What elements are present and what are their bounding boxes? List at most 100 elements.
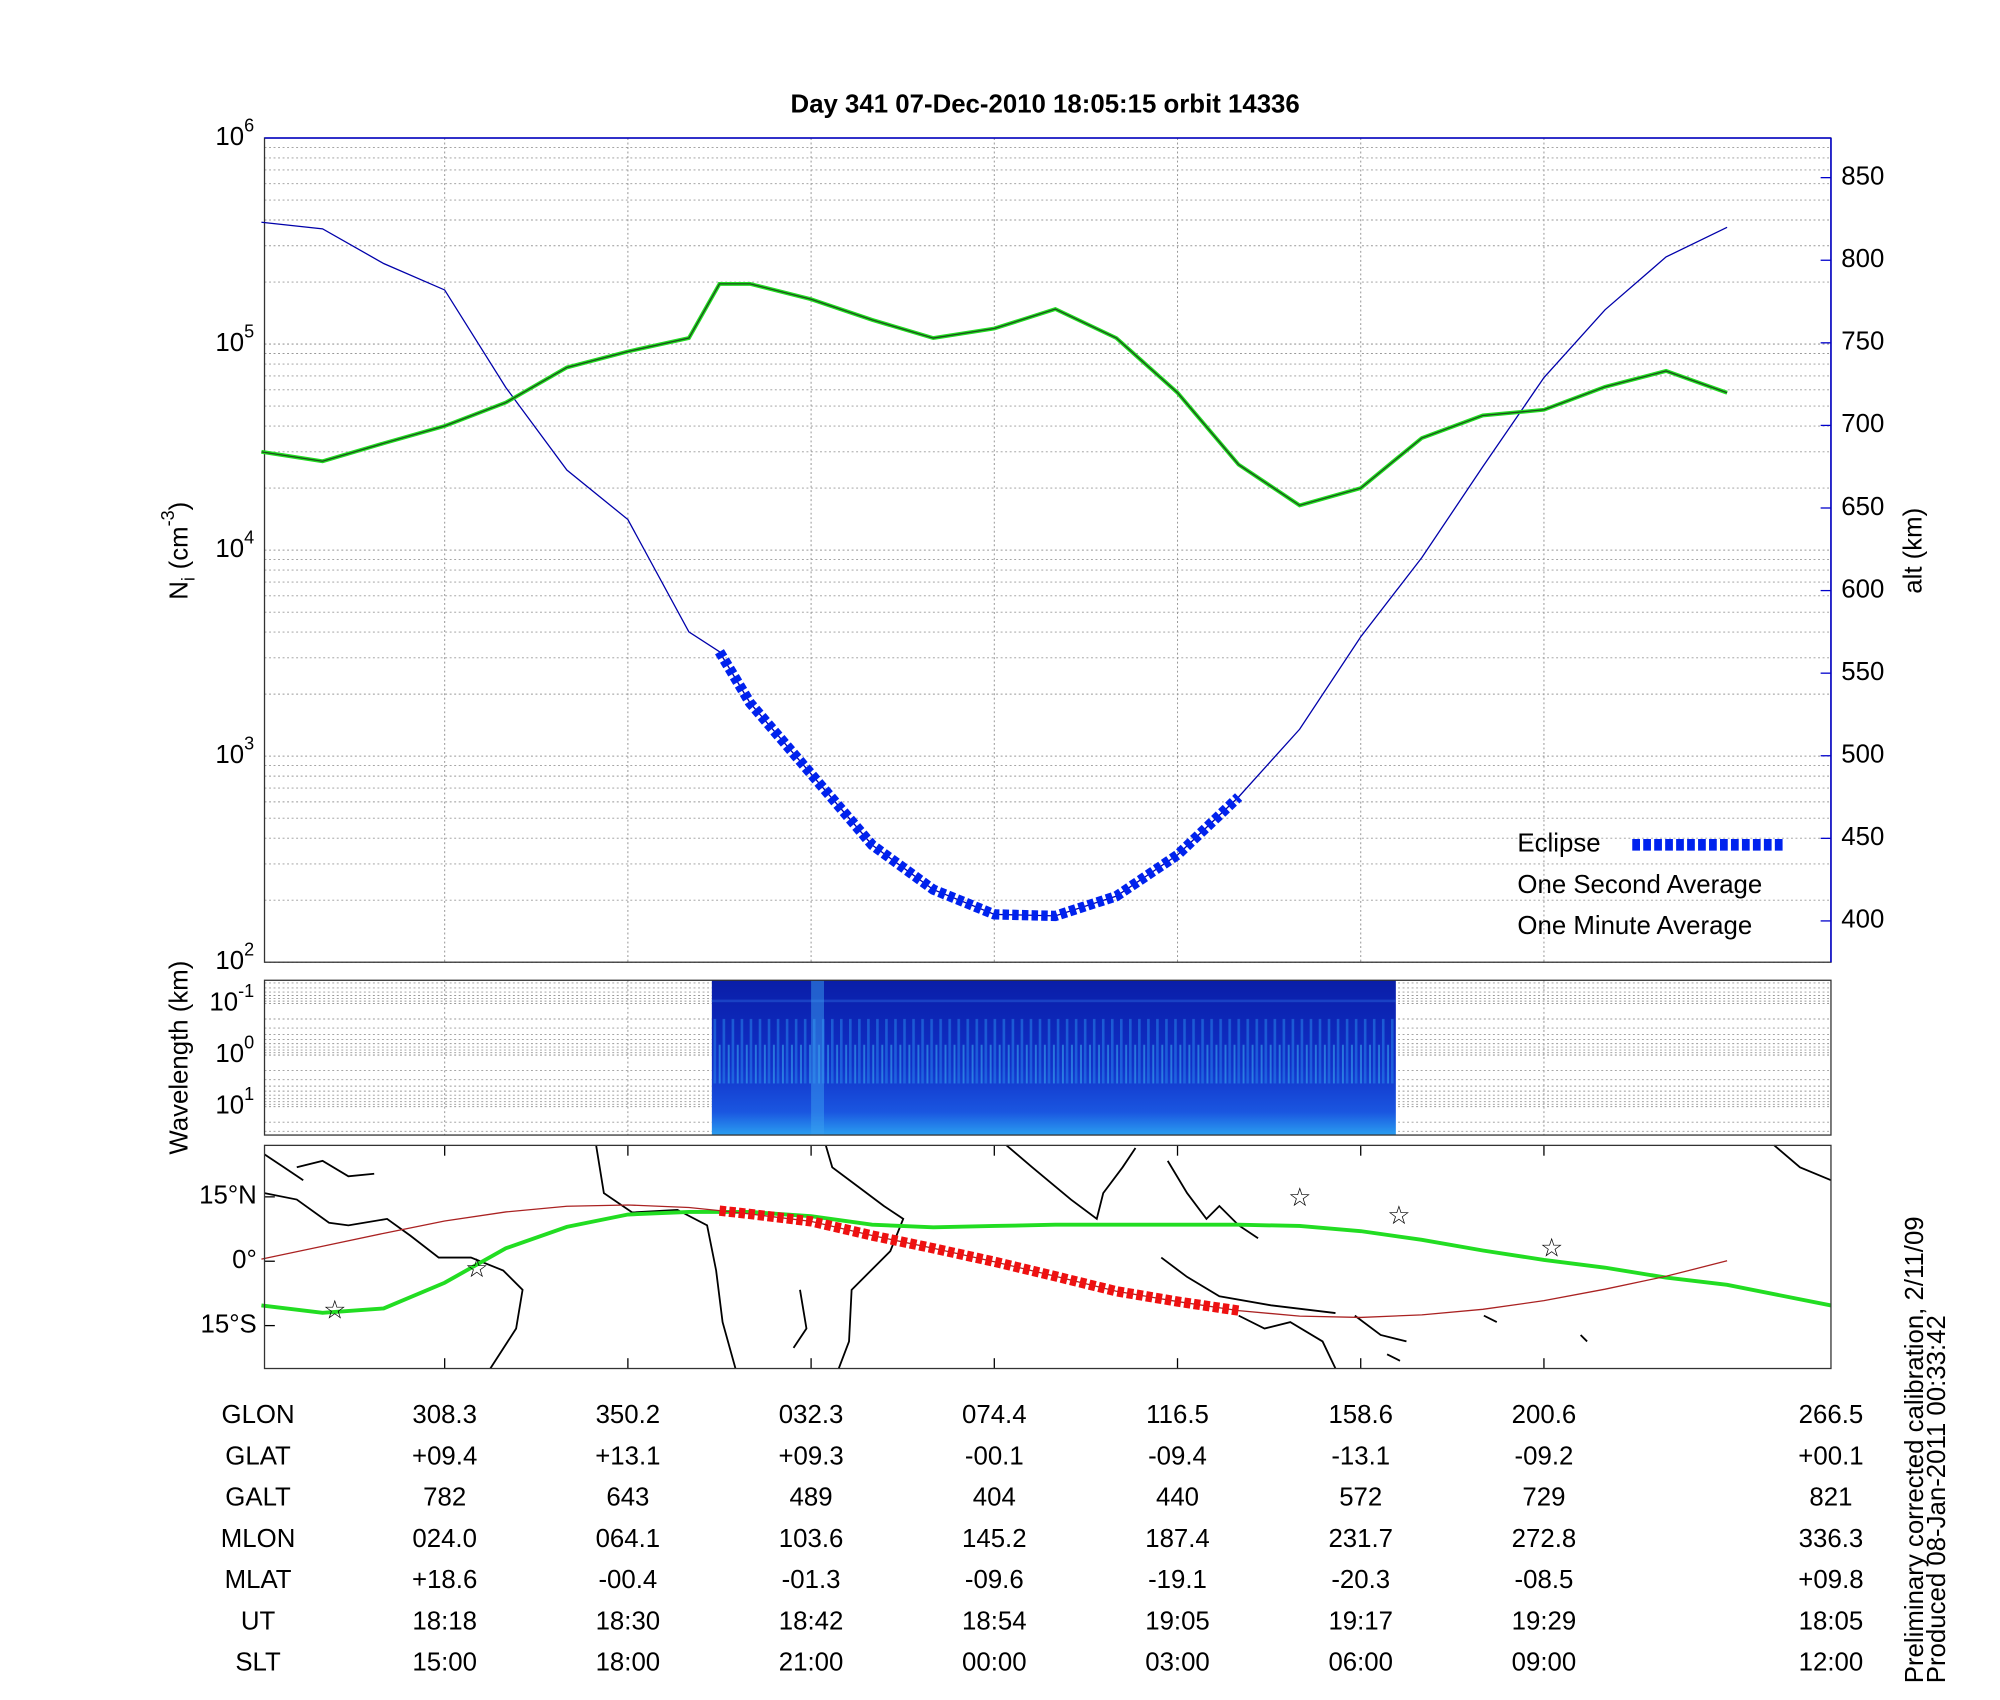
- y2-tick-label: 450: [1841, 823, 1884, 851]
- label-part: i: [178, 577, 198, 581]
- table-cell: 18:05: [1799, 1607, 1864, 1635]
- table-cell: 18:00: [596, 1649, 661, 1677]
- spectrogram-texture: [711, 980, 1396, 1136]
- table-cell: 18:54: [962, 1607, 1027, 1635]
- y-tick-label: 106: [215, 115, 254, 151]
- footnote: Preliminary corrected calibration, 2/11/…: [1901, 1216, 1929, 1683]
- star: ☆: [465, 1255, 488, 1283]
- row-label: GALT: [225, 1484, 291, 1512]
- tick-exponent: 1: [244, 1084, 254, 1104]
- y-tick-label: 103: [215, 733, 254, 769]
- y2-tick-label: 400: [1841, 906, 1884, 934]
- table-cell: -13.1: [1331, 1442, 1390, 1470]
- row-label: SLT: [235, 1649, 281, 1677]
- legend-label: Eclipse: [1517, 830, 1600, 858]
- table-cell: 404: [973, 1484, 1016, 1512]
- table-cell: -00.1: [965, 1442, 1024, 1470]
- table-cell: 187.4: [1145, 1525, 1210, 1553]
- table-cell: 782: [423, 1484, 466, 1512]
- table-cell: -08.5: [1515, 1566, 1574, 1594]
- plot-frame: [263, 1144, 1832, 1370]
- table-cell: 821: [1809, 1484, 1852, 1512]
- table-cell: 064.1: [596, 1525, 661, 1553]
- track-line: [718, 1205, 1240, 1316]
- tick-exponent: -1: [238, 981, 254, 1001]
- table-cell: +00.1: [1798, 1442, 1863, 1470]
- table-cell: -00.4: [598, 1566, 657, 1594]
- table-cell: 00:00: [962, 1649, 1027, 1677]
- row-label: MLAT: [225, 1566, 292, 1594]
- footnote: Produced 08-Jan-2011 00:33:42: [1923, 1315, 1951, 1683]
- table-cell: 03:00: [1145, 1649, 1210, 1677]
- table-cell: 21:00: [779, 1649, 844, 1677]
- label-part: (cm: [165, 526, 193, 569]
- table-cell: 09:00: [1512, 1649, 1577, 1677]
- table-cell: -09.6: [965, 1566, 1024, 1594]
- table-cell: 729: [1522, 1484, 1565, 1512]
- table-cell: 19:17: [1328, 1607, 1393, 1635]
- table-cell: +18.6: [412, 1566, 477, 1594]
- tick-exponent: 0: [244, 1032, 254, 1052]
- table-cell: 231.7: [1328, 1525, 1393, 1553]
- y-tick-label: 100: [215, 1032, 254, 1068]
- y-tick-label: 10-1: [209, 981, 254, 1017]
- y2-tick-label: 750: [1841, 328, 1884, 356]
- table-cell: 489: [790, 1484, 833, 1512]
- tick-base: 10: [209, 988, 238, 1016]
- tick-base: 10: [215, 329, 244, 357]
- y2-tick-label: 500: [1841, 741, 1884, 769]
- table-cell: 145.2: [962, 1525, 1027, 1553]
- table-cell: 336.3: [1799, 1525, 1864, 1553]
- y-tick-label: 15°S: [201, 1310, 257, 1338]
- series-line: [715, 649, 1243, 922]
- label-part: ): [165, 502, 193, 511]
- y-tick-label: 102: [215, 939, 254, 975]
- tick-exponent: 3: [244, 733, 254, 753]
- y2-tick-label: 700: [1841, 410, 1884, 438]
- table-cell: -09.4: [1148, 1442, 1207, 1470]
- table-cell: -01.3: [782, 1566, 841, 1594]
- table-cell: +09.8: [1798, 1566, 1863, 1594]
- table-cell: +09.4: [412, 1442, 477, 1470]
- star: ☆: [1540, 1234, 1563, 1262]
- table-cell: 158.6: [1328, 1401, 1393, 1429]
- table-cell: 440: [1156, 1484, 1199, 1512]
- series-line: [261, 221, 1728, 917]
- table-cell: 15:00: [412, 1649, 477, 1677]
- table-cell: 18:18: [412, 1607, 477, 1635]
- table-cell: 272.8: [1512, 1525, 1577, 1553]
- table-cell: 032.3: [779, 1401, 844, 1429]
- table-cell: 19:05: [1145, 1607, 1210, 1635]
- tick-base: 10: [215, 947, 244, 975]
- table-cell: -19.1: [1148, 1566, 1207, 1594]
- plot-frame: [263, 979, 1832, 1136]
- y2-tick-label: 650: [1841, 493, 1884, 521]
- y-axis-label: Ni (cm-3): [158, 502, 199, 600]
- legend-label: One Minute Average: [1517, 912, 1752, 940]
- track-line: [261, 1204, 1728, 1319]
- series-line: [261, 283, 1728, 507]
- table-cell: 116.5: [1146, 1401, 1209, 1429]
- row-label: UT: [241, 1607, 276, 1635]
- y2-tick-label: 800: [1841, 245, 1884, 273]
- star: ☆: [1288, 1184, 1311, 1212]
- tick-base: 10: [215, 535, 244, 563]
- y2-tick-label: 850: [1841, 162, 1884, 190]
- table-cell: 572: [1339, 1484, 1382, 1512]
- table-cell: 18:30: [596, 1607, 661, 1635]
- y-axis-label: Wavelength (km): [165, 961, 193, 1155]
- table-cell: 024.0: [412, 1525, 477, 1553]
- spectrogram-burst: [811, 980, 824, 1136]
- table-cell: 103.6: [779, 1525, 844, 1553]
- row-label: GLON: [222, 1401, 295, 1429]
- star: ☆: [1387, 1202, 1410, 1230]
- table-cell: 18:42: [779, 1607, 844, 1635]
- tick-exponent: 5: [244, 321, 254, 341]
- track-line: [261, 1209, 1832, 1315]
- label-part: N: [165, 581, 193, 600]
- y-tick-label: 0°: [232, 1246, 257, 1274]
- table-cell: 643: [606, 1484, 649, 1512]
- y-tick-label: 15°N: [199, 1182, 257, 1210]
- table-cell: 266.5: [1799, 1401, 1864, 1429]
